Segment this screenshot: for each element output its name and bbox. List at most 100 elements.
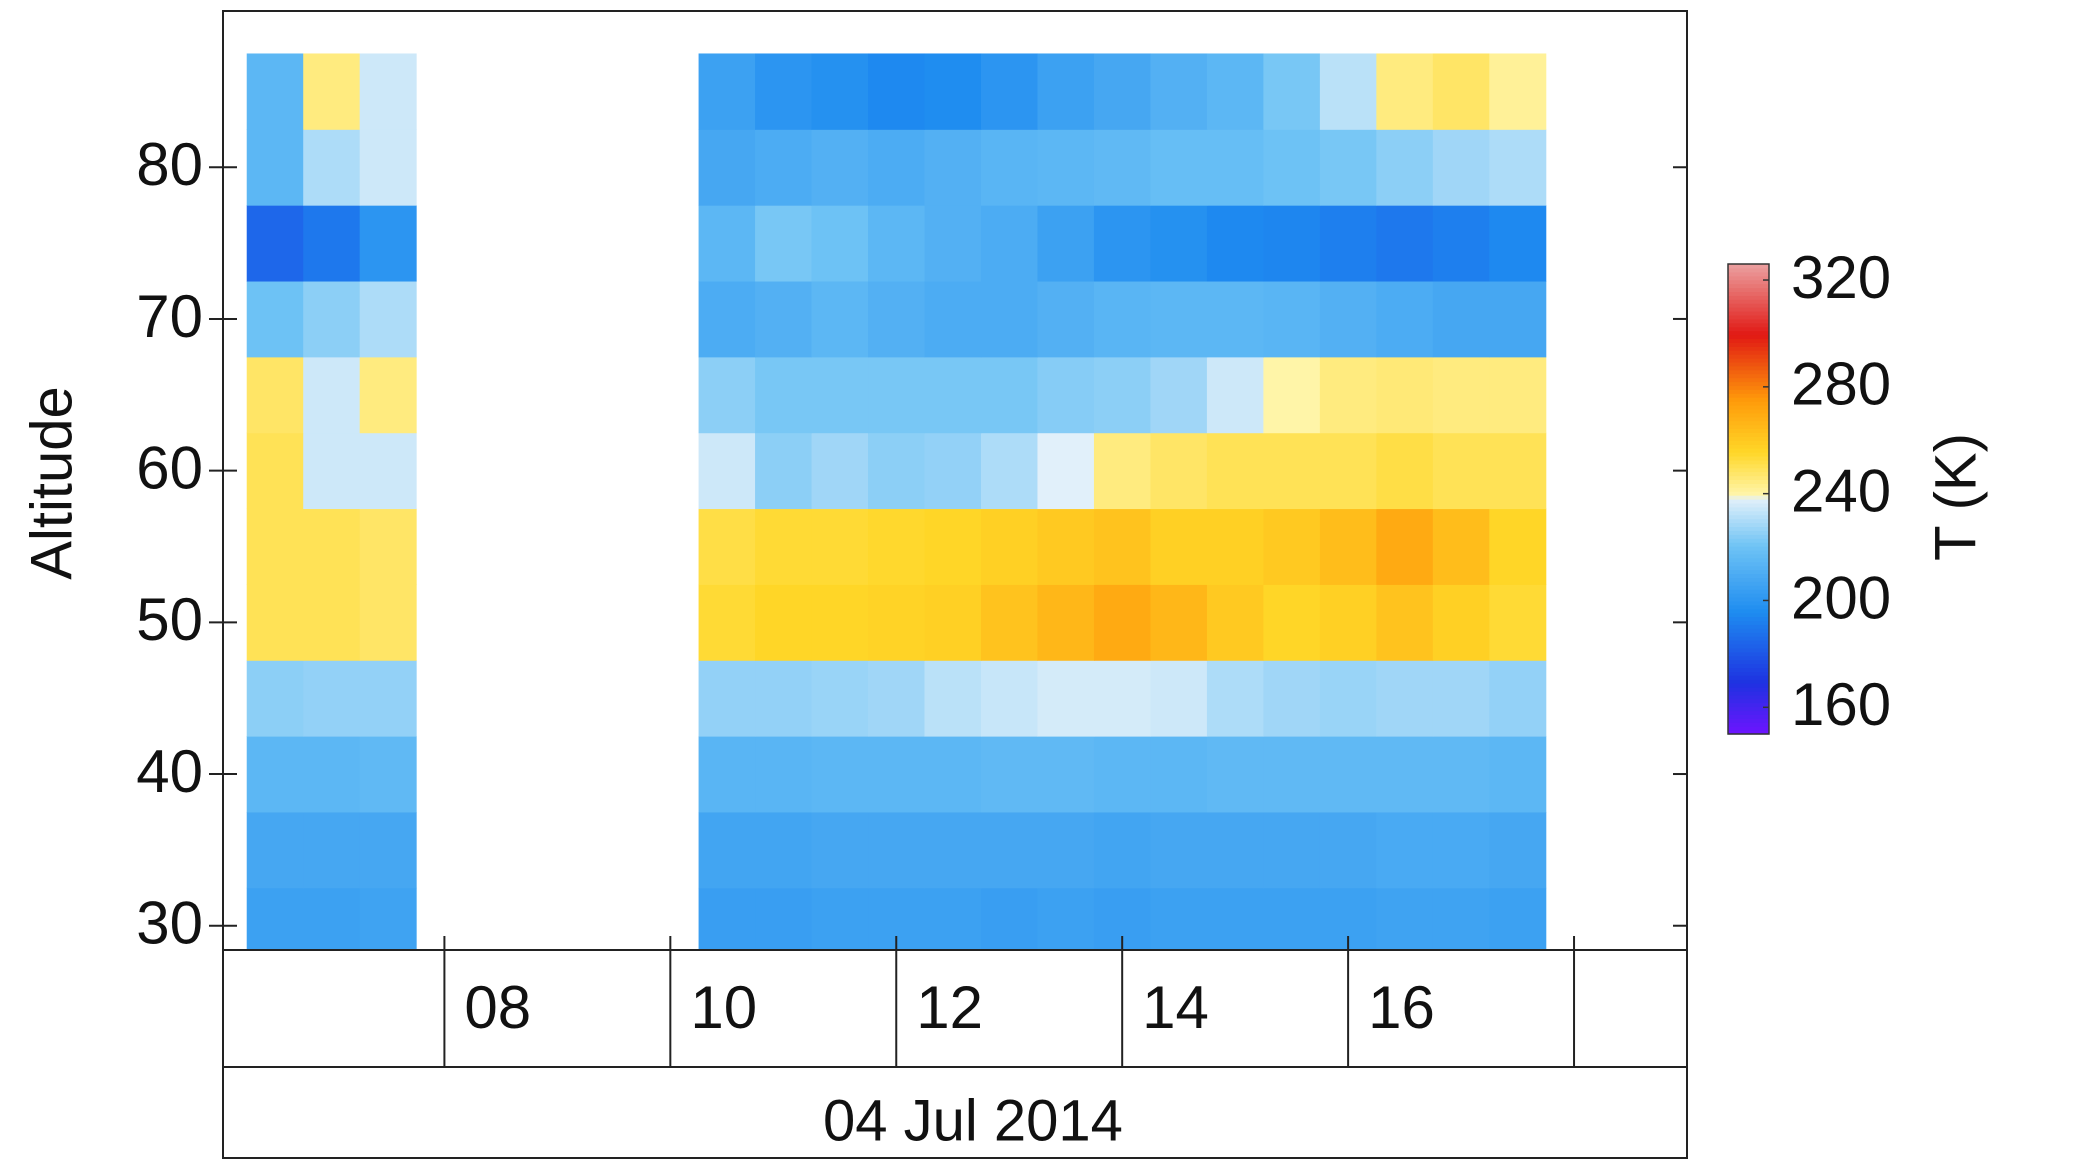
colorbar-segment [1728, 350, 1769, 355]
heatmap-cell [1376, 887, 1434, 951]
heatmap-cell [246, 129, 304, 206]
heatmap-cell [246, 811, 304, 889]
heatmap-cell [868, 508, 925, 585]
heatmap-cell [1037, 660, 1095, 737]
heatmap-cell [1150, 811, 1208, 889]
heatmap-cell [980, 660, 1038, 737]
colorbar-segment [1728, 397, 1769, 402]
colorbar-segment [1728, 671, 1769, 676]
colorbar-segment [1728, 538, 1769, 543]
heatmap-cell [924, 432, 982, 510]
heatmap-cell [1093, 432, 1151, 510]
colorbar-segment [1728, 424, 1769, 430]
heatmap-cell [980, 811, 1038, 889]
heatmap-cell [303, 356, 361, 434]
heatmap-cell [755, 811, 813, 889]
heatmap-cell [924, 129, 982, 206]
colorbar-segment [1728, 542, 1769, 547]
heatmap-cell [246, 584, 304, 661]
colorbar-segment [1728, 667, 1769, 672]
colorbar-segment [1728, 412, 1769, 418]
heatmap-cell [1037, 584, 1095, 661]
heatmap-cell [698, 660, 756, 737]
heatmap-cell [1037, 53, 1095, 130]
colorbar-segment [1728, 283, 1769, 289]
colorbar-segment [1728, 303, 1769, 308]
heatmap-cell [868, 281, 925, 358]
colorbar-segment [1728, 628, 1769, 633]
heatmap-cell [1263, 811, 1321, 889]
colorbar-segment [1728, 683, 1769, 688]
heatmap-cell [1093, 205, 1151, 282]
colorbar-segment [1728, 491, 1769, 496]
heatmap-cell [980, 432, 1038, 510]
heatmap-cell [1093, 129, 1151, 206]
heatmap-cell [924, 508, 982, 585]
colorbar-segment [1728, 730, 1769, 735]
colorbar-segment [1728, 264, 1769, 269]
heatmap-cell [698, 584, 756, 661]
colorbar-segment [1728, 679, 1769, 684]
heatmap-cell [980, 887, 1038, 951]
heatmap-cell [303, 736, 361, 813]
colorbar-segment [1728, 722, 1769, 727]
colorbar-segment [1728, 620, 1769, 625]
colorbar-segment [1728, 452, 1769, 457]
colorbar-segment [1728, 632, 1769, 637]
heatmap-cell [1489, 887, 1547, 951]
colorbar-segment [1728, 428, 1769, 434]
colorbar-segment [1728, 495, 1769, 500]
colorbar-title: T (K) [1923, 433, 1988, 561]
heatmap-cell [1093, 356, 1151, 434]
heatmap-cell [755, 432, 813, 510]
heatmap-cell [924, 736, 982, 813]
heatmap-cell [811, 356, 869, 434]
heatmap-cell [868, 53, 925, 130]
heatmap-cell [868, 660, 925, 737]
heatmap-cell [303, 205, 361, 282]
heatmap-cell [811, 736, 869, 813]
heatmap-cell [246, 281, 304, 358]
colorbar-segment [1728, 444, 1769, 449]
heatmap-cell [303, 129, 361, 206]
heatmap-cell [868, 205, 925, 282]
heatmap-cell [1263, 660, 1321, 737]
heatmap-cell [1263, 53, 1321, 130]
heatmap-cell [246, 736, 304, 813]
colorbar-segment [1728, 385, 1769, 390]
heatmap-cell [755, 584, 813, 661]
colorbar-frame [1727, 263, 1770, 735]
heatmap-cell [811, 887, 869, 951]
y-tick-label: 40 [136, 738, 203, 805]
heatmap-cell [811, 811, 869, 889]
colorbar-segment [1728, 358, 1769, 363]
colorbar-segment [1728, 479, 1769, 484]
colorbar-segment [1728, 514, 1769, 520]
colorbar-segment [1728, 604, 1769, 610]
colorbar-segment [1728, 487, 1769, 492]
heatmap-cell [1432, 129, 1490, 206]
heatmap-cell [1319, 356, 1377, 434]
heatmap-cell [755, 281, 813, 358]
colorbar-segment [1728, 726, 1769, 731]
heatmap-cell [868, 584, 925, 661]
x-tick-label: 14 [1142, 974, 1209, 1041]
colorbar-segment [1728, 471, 1769, 477]
heatmap-cell [1376, 811, 1434, 889]
y-tick-label: 80 [136, 131, 203, 198]
colorbar-segment [1728, 389, 1769, 394]
heatmap-cell [1037, 356, 1095, 434]
heatmap-cell [1432, 53, 1490, 130]
colorbar-segment [1728, 624, 1769, 629]
heatmap-cell [924, 887, 982, 951]
colorbar-segment [1728, 518, 1769, 524]
heatmap-cell [1376, 660, 1434, 737]
heatmap-cell [1206, 584, 1264, 661]
heatmap-cell [698, 736, 756, 813]
heatmap-cell [1150, 53, 1208, 130]
heatmap-cell [359, 205, 417, 282]
colorbar-segment [1728, 271, 1769, 277]
heatmap-cell [359, 811, 417, 889]
